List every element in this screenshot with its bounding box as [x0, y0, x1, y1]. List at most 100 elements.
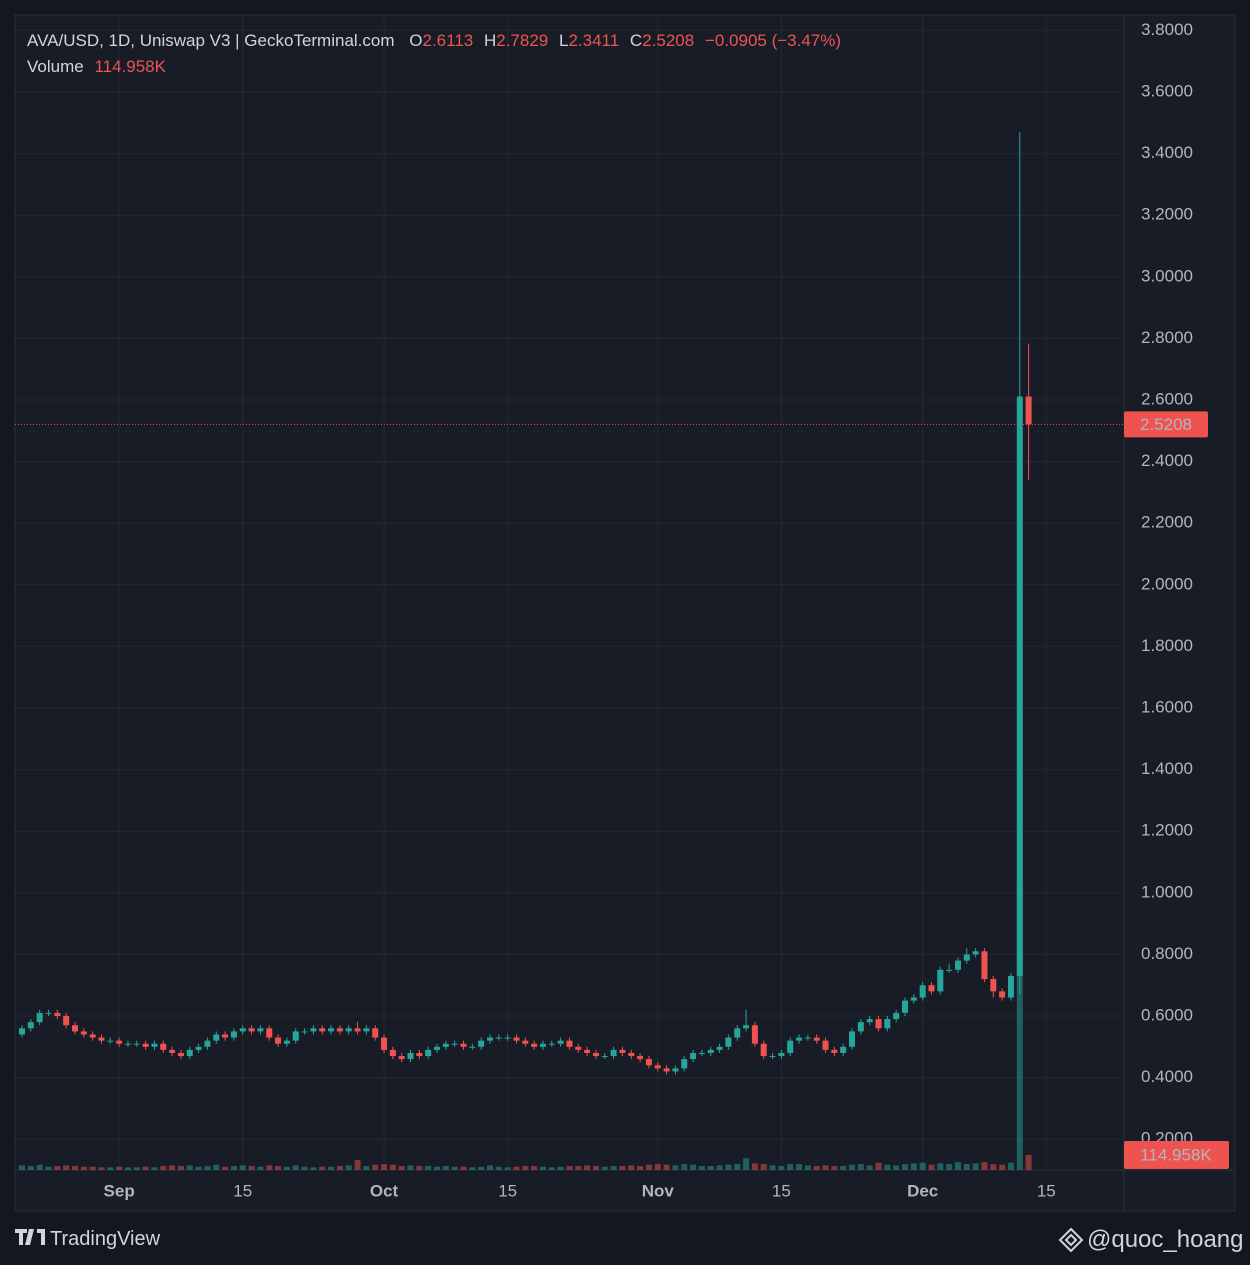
brand-logo	[15, 1229, 45, 1245]
volume-bar	[275, 1166, 282, 1170]
candle-body	[575, 1046, 582, 1050]
candle-body	[469, 1046, 476, 1048]
y-tick-label: 3.6000	[1141, 81, 1193, 100]
volume-bar	[451, 1166, 458, 1170]
volume-bar	[840, 1166, 847, 1170]
candle-body	[142, 1043, 149, 1047]
last-price-badge	[1124, 411, 1208, 438]
candle-body	[292, 1031, 299, 1041]
volume-bar	[345, 1165, 352, 1170]
volume-bar	[981, 1162, 988, 1170]
candle-body	[345, 1028, 352, 1032]
candle-body	[151, 1043, 158, 1047]
volume-bar	[1025, 1154, 1032, 1170]
volume-bar	[36, 1164, 43, 1170]
candle-body	[981, 951, 988, 980]
volume-bar	[328, 1166, 335, 1170]
volume-bar	[522, 1166, 529, 1170]
x-tick-label: Oct	[370, 1181, 399, 1200]
candle-body	[133, 1043, 140, 1045]
candle-body	[398, 1056, 405, 1060]
candle-body	[557, 1040, 564, 1044]
volume-bar	[893, 1165, 900, 1170]
volume-bar	[707, 1166, 714, 1170]
volume-bar	[80, 1166, 87, 1170]
volume-bar	[425, 1166, 432, 1170]
y-tick-label: 3.4000	[1141, 143, 1193, 162]
candle-body	[637, 1056, 644, 1060]
candle-body	[654, 1065, 661, 1069]
y-tick-label: 3.8000	[1141, 20, 1193, 39]
volume-bar	[645, 1164, 652, 1170]
last-price-label: 2.5208	[1140, 415, 1192, 434]
candle-body	[548, 1043, 555, 1045]
volume-bar	[910, 1163, 917, 1170]
volume-bar	[19, 1165, 25, 1170]
candle-body	[478, 1040, 485, 1047]
candle-body	[372, 1028, 379, 1038]
candle-body	[442, 1043, 449, 1047]
candle-body	[813, 1037, 820, 1041]
candle-body	[381, 1037, 388, 1050]
volume-badge	[1124, 1141, 1229, 1169]
chart-frame	[14, 14, 1236, 1212]
volume-bar	[336, 1166, 343, 1170]
candle-body	[425, 1049, 432, 1057]
candle-body	[1007, 975, 1014, 998]
volume-bar	[716, 1165, 723, 1170]
volume-bar	[857, 1164, 864, 1170]
y-tick-label: 0.8000	[1141, 944, 1193, 963]
candle-body	[645, 1059, 652, 1066]
candle-body	[230, 1031, 237, 1038]
candle-body	[204, 1040, 211, 1047]
candle-body	[36, 1012, 43, 1023]
volume-bar	[301, 1166, 308, 1170]
volume-bar	[469, 1167, 476, 1170]
volume-bar	[760, 1164, 767, 1170]
candle-body	[787, 1040, 794, 1053]
volume-bar	[999, 1164, 1006, 1170]
x-tick-label: Nov	[642, 1181, 675, 1200]
volume-bar	[230, 1166, 237, 1170]
volume-bar	[963, 1164, 970, 1170]
volume-bar	[319, 1166, 326, 1170]
candle-body	[336, 1028, 343, 1032]
volume-bar	[557, 1166, 564, 1170]
y-tick-label: 2.6000	[1141, 389, 1193, 408]
volume-bar	[98, 1167, 105, 1170]
y-tick-label: 1.6000	[1141, 697, 1193, 716]
volume-bar	[884, 1164, 891, 1170]
x-tick-label: Dec	[907, 1181, 938, 1200]
candle-body	[831, 1049, 838, 1053]
y-tick-label: 2.8000	[1141, 328, 1193, 347]
candle-body	[566, 1040, 573, 1047]
volume-bar	[575, 1166, 582, 1170]
volume-bar	[531, 1166, 538, 1170]
candle-body	[822, 1040, 829, 1050]
candle-body	[796, 1037, 803, 1041]
volume-bar	[831, 1166, 838, 1170]
volume-bar	[222, 1166, 229, 1170]
candle-body	[690, 1052, 697, 1060]
grid	[15, 15, 1124, 1170]
x-tick-label: Sep	[104, 1181, 135, 1200]
candle-body	[328, 1028, 335, 1032]
volume-bar	[124, 1167, 131, 1170]
volume-label: Volume	[27, 57, 84, 76]
volume-bar	[151, 1167, 158, 1170]
x-tick-label: 15	[1037, 1181, 1056, 1200]
volume-bar	[954, 1162, 961, 1170]
volume-bar	[89, 1166, 96, 1170]
candle-body	[89, 1034, 96, 1038]
candle-body	[522, 1040, 529, 1044]
legend-row: Volume 114.958K	[27, 54, 841, 80]
candle-body	[866, 1019, 873, 1023]
volume-bar	[407, 1165, 414, 1170]
candle-body	[707, 1049, 714, 1053]
volume-bar	[539, 1166, 546, 1170]
volume-bar	[133, 1167, 140, 1170]
volume-bar	[849, 1164, 856, 1170]
x-tick-label: 15	[772, 1181, 791, 1200]
candle-body	[946, 969, 953, 971]
candle-body	[301, 1031, 308, 1033]
